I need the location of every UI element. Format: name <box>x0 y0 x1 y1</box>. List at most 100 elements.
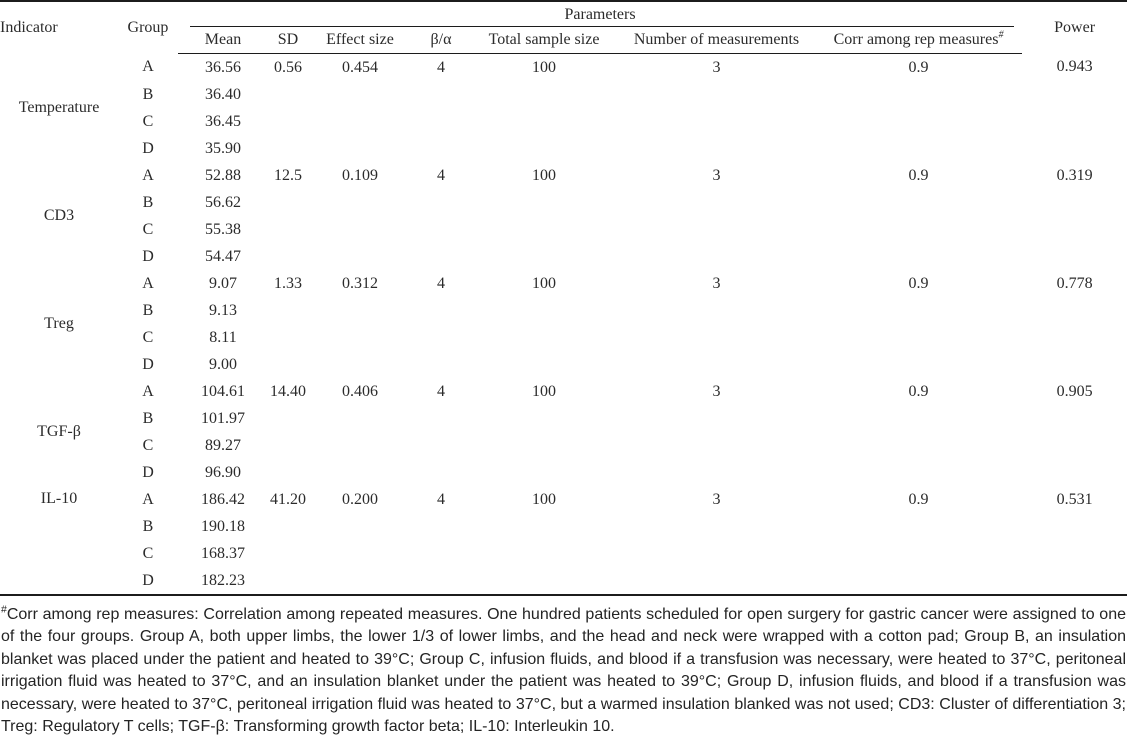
cell-total-sample-size <box>470 513 618 540</box>
header-row-groups: Indicator Group Parameters Power <box>0 1 1127 36</box>
cell-beta-alpha <box>412 432 470 459</box>
cell-corr-rep-measures <box>815 432 1022 459</box>
table-header: Indicator Group Parameters Power Mean SD… <box>0 1 1127 54</box>
cell-mean: 168.37 <box>201 544 245 562</box>
cell-power <box>1022 540 1127 567</box>
cell-sd: 14.40 <box>270 382 306 400</box>
cell-group: A <box>142 382 154 400</box>
cell-effect-size <box>308 351 412 378</box>
cell-effect-size: 0.454 <box>342 58 378 76</box>
cell-sd <box>268 189 308 216</box>
cell-power <box>1022 351 1127 378</box>
column-header-total-sample-size: Total sample size <box>470 27 618 54</box>
cell-beta-alpha <box>412 324 470 351</box>
indicator-label: TGF-β <box>37 423 81 440</box>
cell-mean: 182.23 <box>201 571 245 589</box>
cell-power <box>1022 324 1127 351</box>
cell-total-sample-size <box>470 189 618 216</box>
cell-mean: 36.56 <box>205 58 241 76</box>
cell-beta-alpha: 4 <box>437 490 445 508</box>
cell-beta-alpha <box>412 513 470 540</box>
cell-effect-size: 0.312 <box>342 274 378 292</box>
cell-total-sample-size <box>470 81 618 108</box>
cell-corr-rep-measures <box>815 216 1022 243</box>
cell-effect-size: 0.200 <box>342 490 378 508</box>
cell-num-measurements: 3 <box>712 166 721 184</box>
cell-sd: 0.56 <box>274 58 302 76</box>
cell-mean: 104.61 <box>201 382 245 400</box>
table-row: C 36.45 <box>0 108 1127 135</box>
cell-corr-rep-measures <box>815 189 1022 216</box>
table-row: B 36.40 <box>0 81 1127 108</box>
cell-power: 0.319 <box>1056 166 1093 184</box>
cell-effect-size <box>308 216 412 243</box>
cell-power <box>1022 432 1127 459</box>
cell-corr-rep-measures: 0.9 <box>908 490 929 508</box>
cell-total-sample-size <box>470 216 618 243</box>
cell-mean: 54.47 <box>205 247 241 265</box>
cell-power <box>1022 297 1127 324</box>
cell-num-measurements <box>618 135 815 162</box>
table-row: C 55.38 <box>0 216 1127 243</box>
cell-beta-alpha <box>412 540 470 567</box>
cell-group: C <box>142 436 154 454</box>
table-footnote: #Corr among rep measures: Correlation am… <box>0 604 1127 736</box>
cell-mean: 36.45 <box>205 112 241 130</box>
cell-power <box>1022 108 1127 135</box>
power-analysis-table: Indicator Group Parameters Power Mean SD… <box>0 0 1127 596</box>
cell-mean: 101.97 <box>201 409 245 427</box>
cell-total-sample-size: 100 <box>532 382 556 400</box>
cell-num-measurements <box>618 540 815 567</box>
cell-sd <box>268 567 308 595</box>
cell-beta-alpha <box>412 297 470 324</box>
table-row: C 168.37 <box>0 540 1127 567</box>
cell-total-sample-size: 100 <box>532 274 556 292</box>
indicator-label: Temperature <box>18 98 100 116</box>
cell-corr-rep-measures <box>815 135 1022 162</box>
cell-total-sample-size <box>470 324 618 351</box>
cell-corr-rep-measures <box>815 405 1022 432</box>
column-header-mean: Mean <box>178 27 268 54</box>
cell-corr-rep-measures: 0.9 <box>908 274 929 292</box>
cell-effect-size: 0.109 <box>342 166 378 184</box>
cell-num-measurements: 3 <box>712 58 721 76</box>
cell-sd <box>268 405 308 432</box>
cell-group: C <box>142 112 154 130</box>
cell-sd <box>268 81 308 108</box>
cell-group: B <box>142 301 154 319</box>
column-header-number-of-measurements: Number of measurements <box>618 27 815 54</box>
cell-total-sample-size <box>470 108 618 135</box>
cell-mean: 56.62 <box>205 193 241 211</box>
cell-power <box>1022 405 1127 432</box>
cell-corr-rep-measures <box>815 540 1022 567</box>
cell-power <box>1022 243 1127 270</box>
table-row: D 96.90 <box>0 459 1127 486</box>
cell-power: 0.531 <box>1056 490 1093 508</box>
cell-group: A <box>142 58 154 76</box>
cell-effect-size <box>308 540 412 567</box>
cell-total-sample-size <box>470 432 618 459</box>
cell-sd: 12.5 <box>274 166 302 184</box>
cell-group: B <box>142 85 154 103</box>
cell-sd <box>268 297 308 324</box>
cell-total-sample-size <box>470 351 618 378</box>
cell-corr-rep-measures <box>815 567 1022 595</box>
cell-mean: 89.27 <box>205 436 241 454</box>
table-row: Treg A 9.07 1.33 0.312 4 100 3 0.9 0.778 <box>0 270 1127 333</box>
cell-num-measurements: 3 <box>712 274 721 292</box>
table-row: Temperature A 36.56 0.56 0.454 4 100 3 0.9 0.943 <box>0 54 1127 116</box>
cell-num-measurements: 3 <box>712 490 721 508</box>
cell-num-measurements <box>618 405 815 432</box>
cell-beta-alpha <box>412 459 470 486</box>
cell-effect-size <box>308 189 412 216</box>
cell-num-measurements <box>618 243 815 270</box>
cell-corr-rep-measures: 0.9 <box>908 58 929 76</box>
cell-corr-rep-measures <box>815 108 1022 135</box>
cell-total-sample-size: 100 <box>532 58 556 76</box>
table-row: CD3 A 52.88 12.5 0.109 4 100 3 0.9 0.319 <box>0 162 1127 225</box>
cell-num-measurements <box>618 432 815 459</box>
cell-sd <box>268 243 308 270</box>
cell-effect-size <box>308 243 412 270</box>
table-row: D 35.90 <box>0 135 1127 162</box>
column-header-indicator: Indicator <box>0 18 58 36</box>
